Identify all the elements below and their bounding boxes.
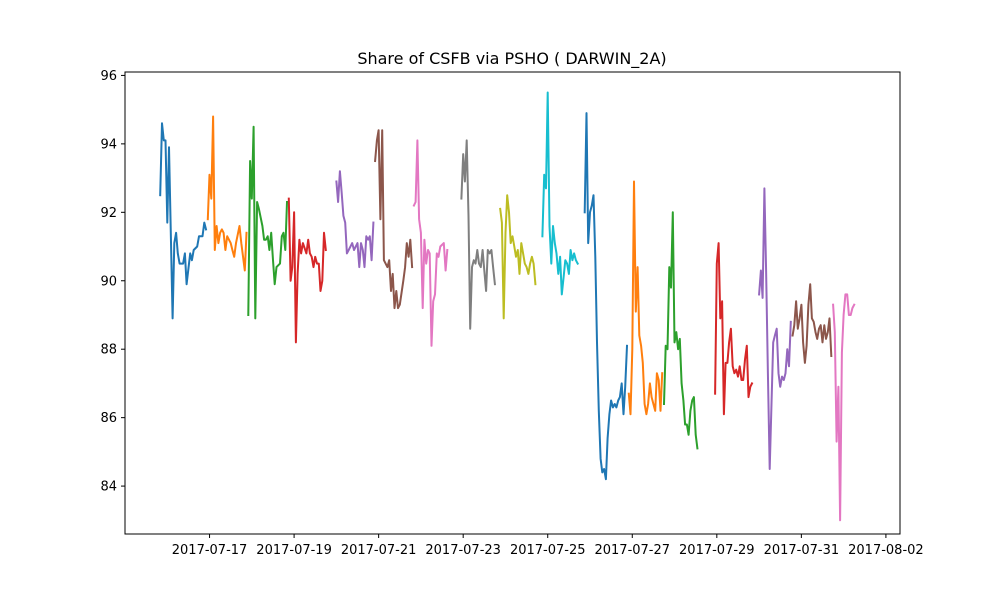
series-line-12	[627, 180, 664, 416]
x-axis-ticks: 2017-07-17 2017-07-19 2017-07-21 2017-07-23…	[172, 534, 924, 558]
y-tick-label: 94	[100, 137, 117, 152]
y-tick-label: 90	[100, 274, 117, 289]
series-line-4	[287, 197, 327, 344]
series-line-1	[159, 122, 208, 320]
y-axis-ticks: 84 86 88 90 92 94 96	[100, 69, 125, 495]
y-tick-label: 88	[100, 343, 117, 358]
x-tick-label: 2017-07-27	[594, 543, 670, 558]
x-tick-label: 2017-07-17	[172, 543, 248, 558]
series-line-7	[412, 139, 449, 347]
x-tick-label: 2017-07-23	[425, 543, 501, 558]
series-line-15	[758, 187, 792, 470]
series-line-5	[335, 170, 375, 269]
x-tick-label: 2017-07-29	[679, 543, 755, 558]
series-line-6	[374, 129, 414, 310]
series-line-14	[714, 242, 754, 416]
series-line-16	[791, 283, 833, 364]
y-tick-label: 86	[100, 411, 117, 426]
series-line-9	[499, 194, 537, 320]
x-tick-label: 2017-07-31	[764, 543, 840, 558]
x-tick-label: 2017-07-21	[341, 543, 417, 558]
series-line-10	[541, 91, 580, 296]
y-tick-label: 96	[100, 69, 117, 84]
series-line-3	[247, 125, 289, 320]
y-tick-label: 92	[100, 206, 117, 221]
x-tick-label: 2017-07-19	[256, 543, 332, 558]
chart-title: Share of CSFB via PSHO ( DARWIN_2A)	[357, 49, 666, 69]
y-tick-label: 84	[100, 480, 117, 495]
plot-area-frame	[124, 71, 901, 535]
series-line-8	[460, 139, 496, 330]
series-line-17	[832, 293, 856, 522]
x-tick-label: 2017-07-25	[510, 543, 586, 558]
series-line-11	[583, 112, 629, 481]
series-layer	[159, 91, 856, 522]
x-tick-label: 2017-08-02	[848, 543, 924, 558]
series-line-13	[662, 211, 699, 450]
series-line-2	[206, 115, 248, 272]
